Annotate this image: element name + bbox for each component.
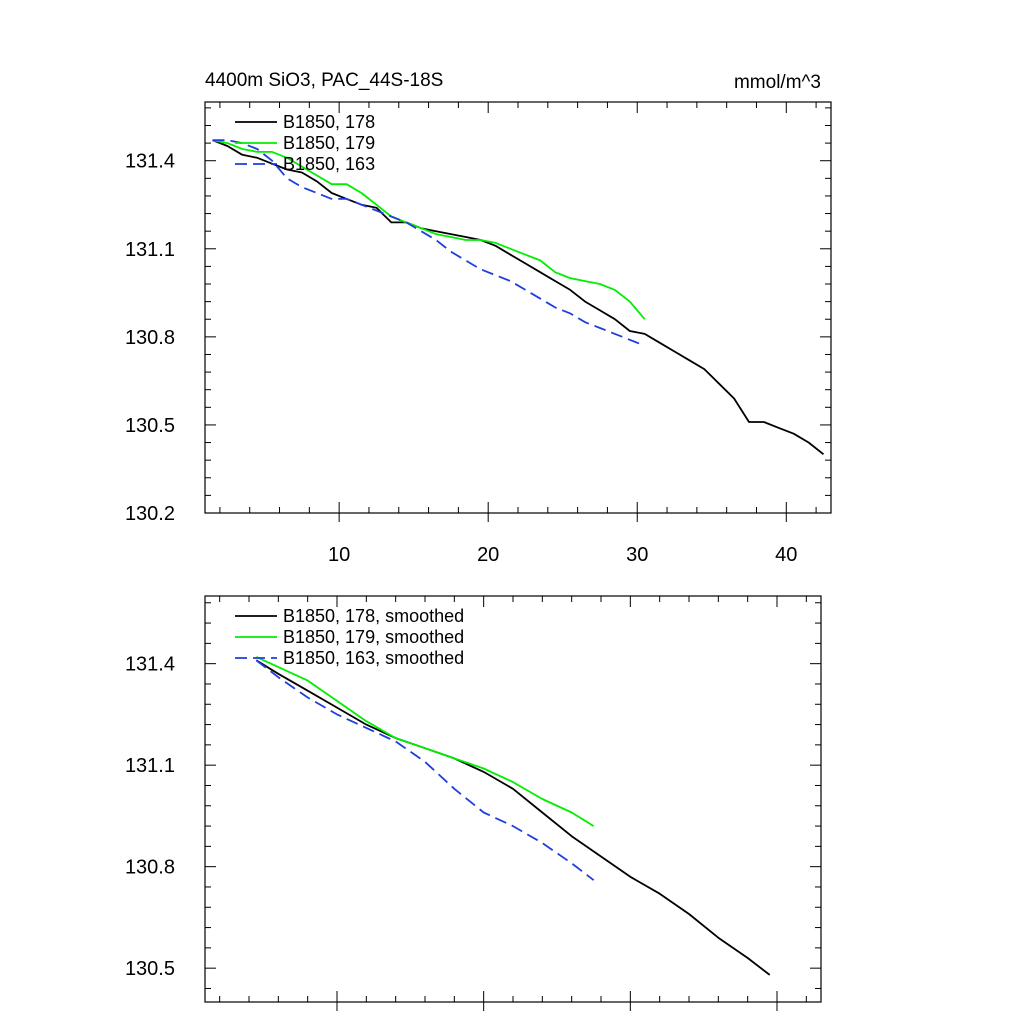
chart-title: 4400m SiO3, PAC_44S-18S xyxy=(205,70,443,91)
y-tick-label: 131.1 xyxy=(125,755,175,777)
y-tick-label: 130.8 xyxy=(125,857,175,879)
y-tick-label: 131.1 xyxy=(125,239,175,261)
y-tick-label: 130.5 xyxy=(125,415,175,437)
x-tick-label: 10 xyxy=(328,544,350,566)
legend-label: B1850, 179 xyxy=(283,133,375,153)
legend-label: B1850, 163 xyxy=(283,154,375,174)
legend-label: B1850, 163, smoothed xyxy=(283,648,464,668)
x-tick-label: 30 xyxy=(626,544,648,566)
series-line-2 xyxy=(255,656,595,827)
series-line-1 xyxy=(212,139,825,456)
x-tick-label: 40 xyxy=(775,544,797,566)
y-tick-label: 131.4 xyxy=(125,654,175,676)
units-label: mmol/m^3 xyxy=(734,72,821,93)
series-line-1 xyxy=(255,659,771,976)
legend-label: B1850, 178 xyxy=(283,112,375,132)
y-tick-label: 130.5 xyxy=(125,958,175,980)
y-tick-label: 130.2 xyxy=(125,503,175,525)
series-line-3 xyxy=(255,659,595,881)
legend-label: B1850, 179, smoothed xyxy=(283,627,464,647)
chart-panel-2: 130.5 130.8 131.1 131.4 B1850, 178, smoothed… xyxy=(125,595,822,1011)
x-tick-label: 20 xyxy=(477,544,499,566)
series-line-3 xyxy=(212,139,646,347)
y-tick-label: 131.4 xyxy=(125,151,175,173)
legend-label: B1850, 178, smoothed xyxy=(283,606,464,626)
chart-panel-1: 130.2 130.5 130.8 131.1 131.4 10 20 30 40 4400m S… xyxy=(125,70,832,566)
y-tick-label: 130.8 xyxy=(125,327,175,349)
series-line-2 xyxy=(212,139,646,320)
